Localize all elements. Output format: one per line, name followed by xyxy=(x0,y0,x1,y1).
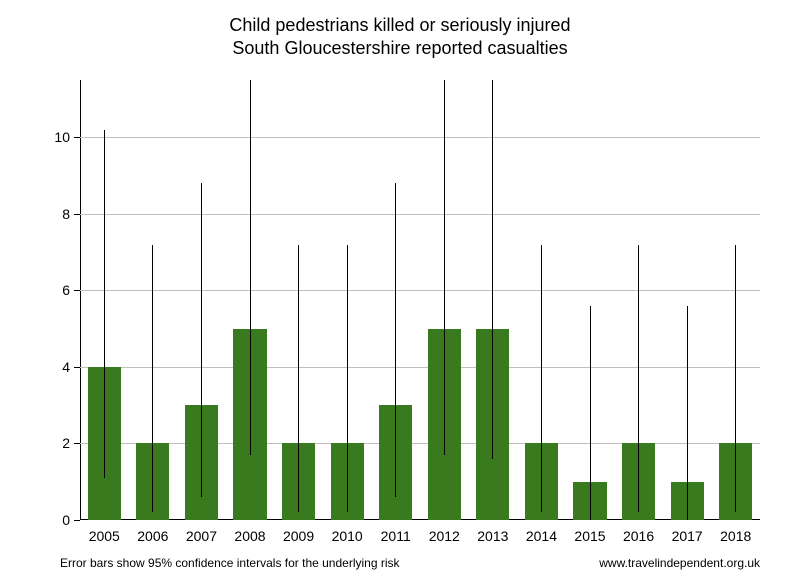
error-bar xyxy=(590,306,591,520)
xtick-label: 2017 xyxy=(672,520,703,544)
xtick-label: 2018 xyxy=(720,520,751,544)
xtick-label: 2007 xyxy=(186,520,217,544)
error-bar xyxy=(152,245,153,513)
xtick-label: 2011 xyxy=(381,520,411,544)
xtick-label: 2016 xyxy=(623,520,654,544)
y-axis xyxy=(80,80,81,520)
error-bar xyxy=(492,80,493,459)
error-bar xyxy=(298,245,299,513)
xtick-label: 2006 xyxy=(137,520,168,544)
xtick-label: 2012 xyxy=(429,520,460,544)
error-bar xyxy=(201,183,202,497)
xtick-label: 2013 xyxy=(477,520,508,544)
footer-url: www.travelindependent.org.uk xyxy=(599,556,760,570)
error-bar xyxy=(638,245,639,513)
chart-container: Child pedestrians killed or seriously in… xyxy=(0,0,800,580)
error-bar xyxy=(347,245,348,513)
ytick-label: 4 xyxy=(62,359,80,375)
chart-title: Child pedestrians killed or seriously in… xyxy=(0,14,800,61)
error-bar xyxy=(735,245,736,513)
error-bar xyxy=(541,245,542,513)
gridline xyxy=(80,214,760,215)
footer-note: Error bars show 95% confidence intervals… xyxy=(60,556,400,570)
error-bar xyxy=(444,80,445,455)
ytick-label: 10 xyxy=(54,129,80,145)
error-bar xyxy=(250,80,251,455)
xtick-label: 2014 xyxy=(526,520,557,544)
ytick-label: 0 xyxy=(62,512,80,528)
error-bar xyxy=(395,183,396,497)
gridline xyxy=(80,443,760,444)
xtick-label: 2015 xyxy=(574,520,605,544)
gridline xyxy=(80,367,760,368)
x-axis xyxy=(80,519,760,520)
title-line-1: Child pedestrians killed or seriously in… xyxy=(0,14,800,37)
ytick-label: 2 xyxy=(62,435,80,451)
xtick-label: 2005 xyxy=(89,520,120,544)
gridline xyxy=(80,290,760,291)
error-bar xyxy=(687,306,688,520)
ytick-label: 8 xyxy=(62,206,80,222)
gridline xyxy=(80,137,760,138)
xtick-label: 2009 xyxy=(283,520,314,544)
error-bar xyxy=(104,130,105,478)
ytick-label: 6 xyxy=(62,282,80,298)
title-line-2: South Gloucestershire reported casualtie… xyxy=(0,37,800,60)
xtick-label: 2010 xyxy=(332,520,363,544)
xtick-label: 2008 xyxy=(234,520,265,544)
plot-area: 0246810200520062007200820092010201120122… xyxy=(80,80,760,520)
